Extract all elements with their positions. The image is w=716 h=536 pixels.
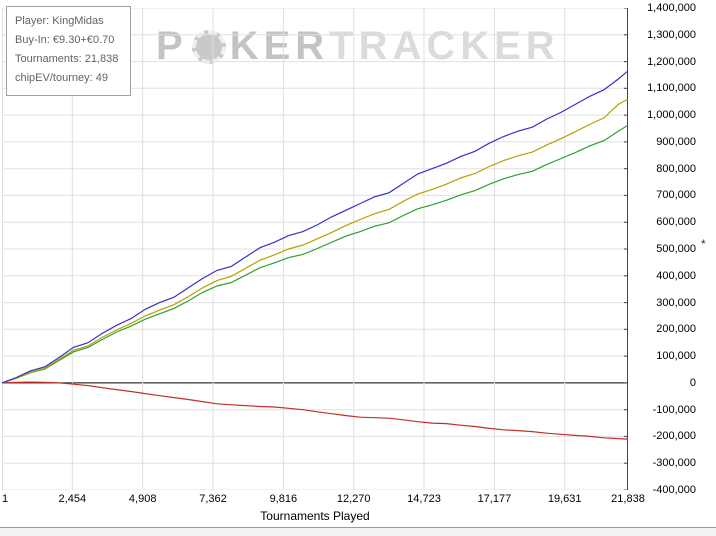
x-tick-label: 4,908 xyxy=(128,493,157,505)
x-tick-label: 1 xyxy=(2,493,9,505)
y-tick-label: 300,000 xyxy=(656,296,696,309)
info-chipev: chipEV/tourney: 49 xyxy=(15,72,108,84)
y-axis: 1,400,000 1,300,000 1,200,000 1,100,000 1,00… xyxy=(630,2,702,496)
x-tick-label: 17,177 xyxy=(477,493,512,505)
series-yellow-line xyxy=(2,98,628,384)
x-tick-label: 14,723 xyxy=(407,493,441,505)
bottom-panel-divider xyxy=(0,527,716,536)
y-tick-label: 500,000 xyxy=(656,243,696,255)
series-red-line xyxy=(2,381,628,440)
x-tick-label: 7,362 xyxy=(199,493,227,505)
watermark-text-poker-p: P xyxy=(156,24,188,68)
x-tick-label: 9,816 xyxy=(269,493,298,505)
x-axis: 1 2,454 4,908 7,362 9,816 12,270 14,723 17,177 1… xyxy=(2,493,645,507)
player-info-box: Player: KingMidas Buy-In: €9.30+€0.70 To… xyxy=(6,6,132,96)
y-tick-label: 1,200,000 xyxy=(647,55,696,68)
y-tick-label: -300,000 xyxy=(652,457,696,470)
y-axis-title: * xyxy=(701,237,706,251)
x-tick-label: 21,838 xyxy=(611,493,645,505)
y-tick-label: 700,000 xyxy=(656,189,696,202)
y-tick-label: 1,000,000 xyxy=(647,109,696,122)
y-tick-label: 800,000 xyxy=(656,162,696,175)
x-tick-label: 12,270 xyxy=(336,493,371,505)
x-axis-title: Tournaments Played xyxy=(260,509,370,523)
y-tick-label: 600,000 xyxy=(656,216,696,229)
y-tick-label: 1,400,000 xyxy=(647,2,696,14)
series-green-line xyxy=(2,124,628,384)
y-tick-label: -400,000 xyxy=(652,484,696,496)
y-tick-label: 100,000 xyxy=(656,350,696,363)
x-tick-label: 2,454 xyxy=(58,493,87,505)
watermark-text-poker-ker: KER xyxy=(229,24,330,68)
x-tick-label: 19,631 xyxy=(547,493,582,505)
y-tick-label: 900,000 xyxy=(656,135,696,148)
info-player: Player: KingMidas xyxy=(15,15,104,27)
y-tick-label: 200,000 xyxy=(656,323,696,336)
info-buyin: Buy-In: €9.30+€0.70 xyxy=(15,34,115,46)
y-tick-label: -100,000 xyxy=(652,403,696,416)
y-tick-label: 0 xyxy=(689,376,696,389)
y-tick-label: 1,300,000 xyxy=(647,28,696,41)
info-tournaments: Tournaments: 21,838 xyxy=(15,53,119,65)
series-blue-line xyxy=(2,70,628,384)
y-tick-label: 1,100,000 xyxy=(647,82,696,95)
y-tick-label: 400,000 xyxy=(656,269,696,282)
watermark-text-tracker: TRACKER xyxy=(329,24,560,68)
y-tick-label: -200,000 xyxy=(652,430,696,443)
